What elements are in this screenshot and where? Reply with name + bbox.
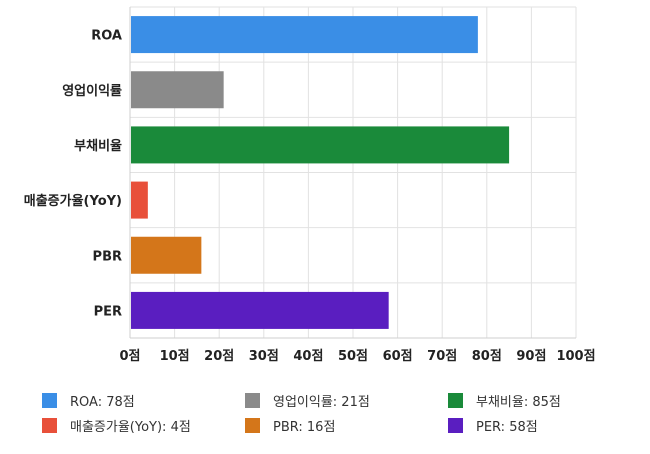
- bar: [131, 181, 148, 219]
- x-tick-label: 0점: [119, 349, 140, 364]
- x-tick-label: 50점: [338, 349, 368, 364]
- legend-swatch: [42, 393, 57, 408]
- bar: [131, 126, 510, 164]
- bar: [131, 291, 389, 329]
- x-tick-label: 70점: [427, 349, 457, 364]
- category-label: 매출증가율(YoY): [24, 193, 122, 209]
- x-tick-label: 100점: [556, 349, 595, 364]
- x-tick-label: 80점: [472, 349, 502, 364]
- x-tick-label: 30점: [249, 349, 279, 364]
- legend-label: 매출증가율(YoY): 4점: [70, 420, 191, 435]
- x-tick-label: 10점: [160, 349, 190, 364]
- legend-label: 부채비율: 85점: [476, 395, 561, 410]
- legend-swatch: [42, 418, 57, 433]
- legend-swatch: [448, 393, 463, 408]
- legend-label: ROA: 78점: [70, 395, 135, 410]
- bar: [131, 236, 202, 274]
- legend-label: 영업이익률: 21점: [273, 395, 370, 410]
- legend-swatch: [448, 418, 463, 433]
- legend-label: PER: 58점: [476, 420, 538, 435]
- category-label: PER: [94, 304, 122, 319]
- x-tick-label: 90점: [516, 349, 546, 364]
- x-tick-label: 60점: [383, 349, 413, 364]
- category-label: PBR: [93, 249, 122, 264]
- legend-label: PBR: 16점: [273, 420, 335, 435]
- bar: [131, 16, 478, 54]
- x-tick-label: 20점: [204, 349, 234, 364]
- legend-swatch: [245, 418, 260, 433]
- category-label: ROA: [91, 29, 122, 44]
- legend-swatch: [245, 393, 260, 408]
- bar: [131, 71, 224, 109]
- category-label: 부채비율: [74, 138, 122, 154]
- category-label: 영업이익률: [62, 83, 122, 99]
- x-tick-label: 40점: [293, 349, 323, 364]
